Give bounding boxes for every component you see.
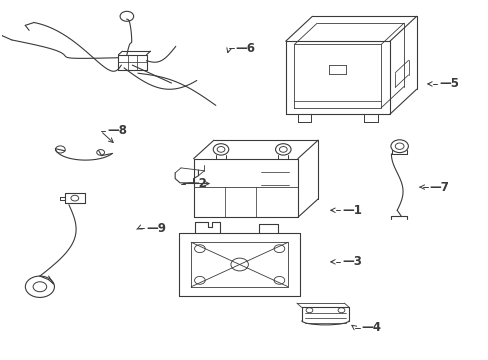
Text: —9: —9 xyxy=(146,221,166,234)
Text: —6: —6 xyxy=(235,42,255,55)
Text: —1: —1 xyxy=(342,204,362,217)
Text: —3: —3 xyxy=(342,255,362,268)
Text: —8: —8 xyxy=(107,125,127,138)
Text: —4: —4 xyxy=(361,321,381,334)
Text: —5: —5 xyxy=(439,77,458,90)
Text: —2: —2 xyxy=(187,177,207,190)
Text: —7: —7 xyxy=(429,181,448,194)
